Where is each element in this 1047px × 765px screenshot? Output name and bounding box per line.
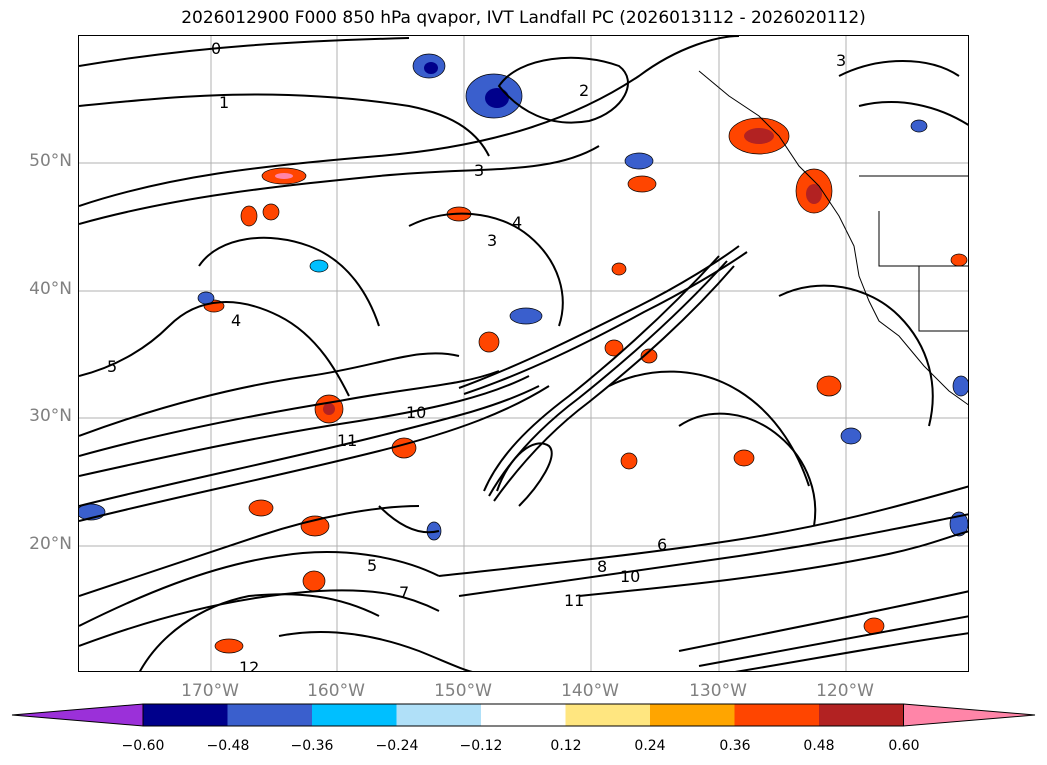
coastlines <box>698 70 968 406</box>
contour-label: 3 <box>836 51 846 70</box>
colorbar-tick: −0.48 <box>206 738 250 754</box>
gridlines <box>79 36 968 671</box>
colorbar-segment <box>819 704 904 726</box>
contour-label: 2 <box>579 81 589 100</box>
lon-label: 170°W <box>181 681 239 701</box>
contour-label: 1 <box>219 93 229 112</box>
lat-label: 30°N <box>29 406 72 426</box>
contour-label: 3 <box>487 231 497 250</box>
colorbar-tick: −0.60 <box>121 738 165 754</box>
lat-label: 20°N <box>29 534 72 554</box>
contour-lines <box>79 36 968 671</box>
colorbar-segment <box>312 704 397 726</box>
lat-label: 40°N <box>29 279 72 299</box>
contour-label: 12 <box>239 658 259 672</box>
colorbar-segment <box>143 704 228 726</box>
colorbar-tick: 0.24 <box>634 738 666 754</box>
contour-label: 11 <box>564 591 584 610</box>
contour-label: 10 <box>406 403 426 422</box>
contour-label: 3 <box>474 161 484 180</box>
lon-label: 140°W <box>561 681 619 701</box>
contour-label: 10 <box>620 567 640 586</box>
colorbar-tick: 0.36 <box>719 738 751 754</box>
colorbar-segment <box>396 704 481 726</box>
chart-title: 2026012900 F000 850 hPa qvapor, IVT Land… <box>181 8 866 28</box>
colorbar-tick: −0.36 <box>290 738 334 754</box>
colorbar-extend-left <box>11 703 144 727</box>
colorbar-segment <box>227 704 312 726</box>
colorbar-tick: 0.48 <box>803 738 835 754</box>
colorbar-tick: 0.60 <box>888 738 920 754</box>
lat-label: 50°N <box>29 151 72 171</box>
contour-label: 7 <box>399 583 409 602</box>
colorbar-tick: −0.24 <box>375 738 419 754</box>
lon-label: 150°W <box>434 681 492 701</box>
contour-label: 4 <box>231 311 241 330</box>
lon-label: 160°W <box>307 681 365 701</box>
colorbar-segment <box>650 704 735 726</box>
colorbar-tick: 0.12 <box>550 738 582 754</box>
colorbar-segment <box>734 704 819 726</box>
contour-label: 4 <box>512 213 522 232</box>
anomaly-blobs <box>79 53 968 654</box>
colorbar-segment <box>481 704 566 726</box>
contour-label: 11 <box>337 431 357 450</box>
contour-label: 0 <box>211 39 221 58</box>
lon-label: 130°W <box>689 681 747 701</box>
map-contours: 0 1 2 3 3 3 4 4 5 6 8 10 10 11 11 12 7 5 <box>79 36 968 672</box>
contour-label: 5 <box>107 357 117 376</box>
lon-label: 120°W <box>816 681 874 701</box>
colorbar-border <box>142 703 904 727</box>
contour-labels: 0 1 2 3 3 3 4 4 5 6 8 10 10 11 11 12 7 5 <box>107 39 846 672</box>
contour-label: 8 <box>597 557 607 576</box>
colorbar-tick: −0.12 <box>459 738 503 754</box>
colorbar-segment <box>565 704 650 726</box>
contour-label: 6 <box>657 535 667 554</box>
contour-label: 5 <box>367 556 377 575</box>
colorbar-extend-right <box>903 703 1036 727</box>
map-panel: 0 1 2 3 3 3 4 4 5 6 8 10 10 11 11 12 7 5 <box>78 35 969 672</box>
colorbar <box>11 703 1036 727</box>
